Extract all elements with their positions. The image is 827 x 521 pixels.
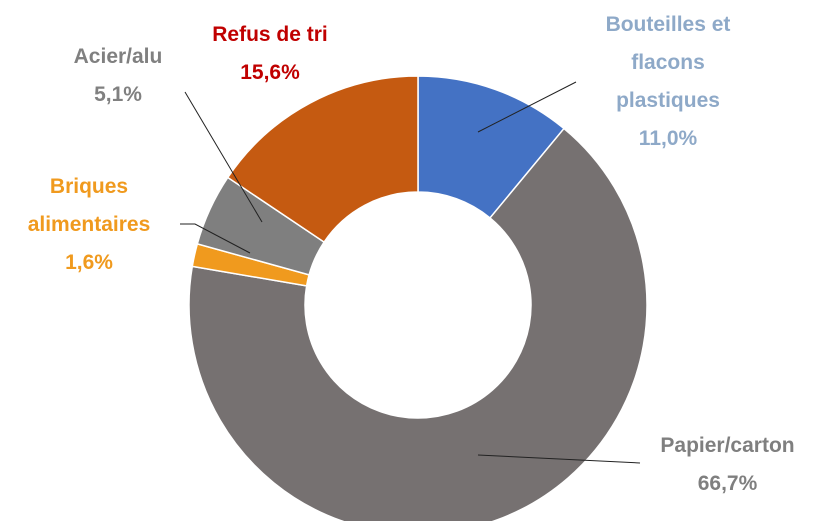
- slice-label: Bouteilles et flacons plastiques 11,0%: [583, 6, 753, 158]
- category-label: Acier/alu: [73, 45, 163, 68]
- slice-label: Briques alimentaires 1,6%: [10, 168, 168, 282]
- donut-slice: [188, 127, 648, 521]
- slice-label: Papier/carton 66,7%: [620, 427, 827, 503]
- category-label: Refus de tri: [212, 23, 328, 46]
- slice-label: Acier/alu 5,1%: [48, 38, 188, 114]
- category-label: Briques alimentaires: [27, 175, 151, 236]
- value-label: 11,0%: [638, 127, 698, 150]
- value-label: 5,1%: [94, 83, 142, 106]
- leader-line: [477, 81, 577, 133]
- donut-slice: [226, 75, 419, 244]
- category-label: Bouteilles et flacons plastiques: [605, 13, 731, 112]
- category-label: Papier/carton: [660, 434, 795, 457]
- value-label: 1,6%: [65, 251, 113, 274]
- slice-label: Refus de tri 15,6%: [180, 16, 360, 92]
- leader-line: [477, 454, 641, 464]
- value-label: 66,7%: [697, 472, 758, 495]
- leader-line: [184, 91, 263, 223]
- leader-line: [180, 223, 251, 254]
- value-label: 15,6%: [240, 61, 300, 84]
